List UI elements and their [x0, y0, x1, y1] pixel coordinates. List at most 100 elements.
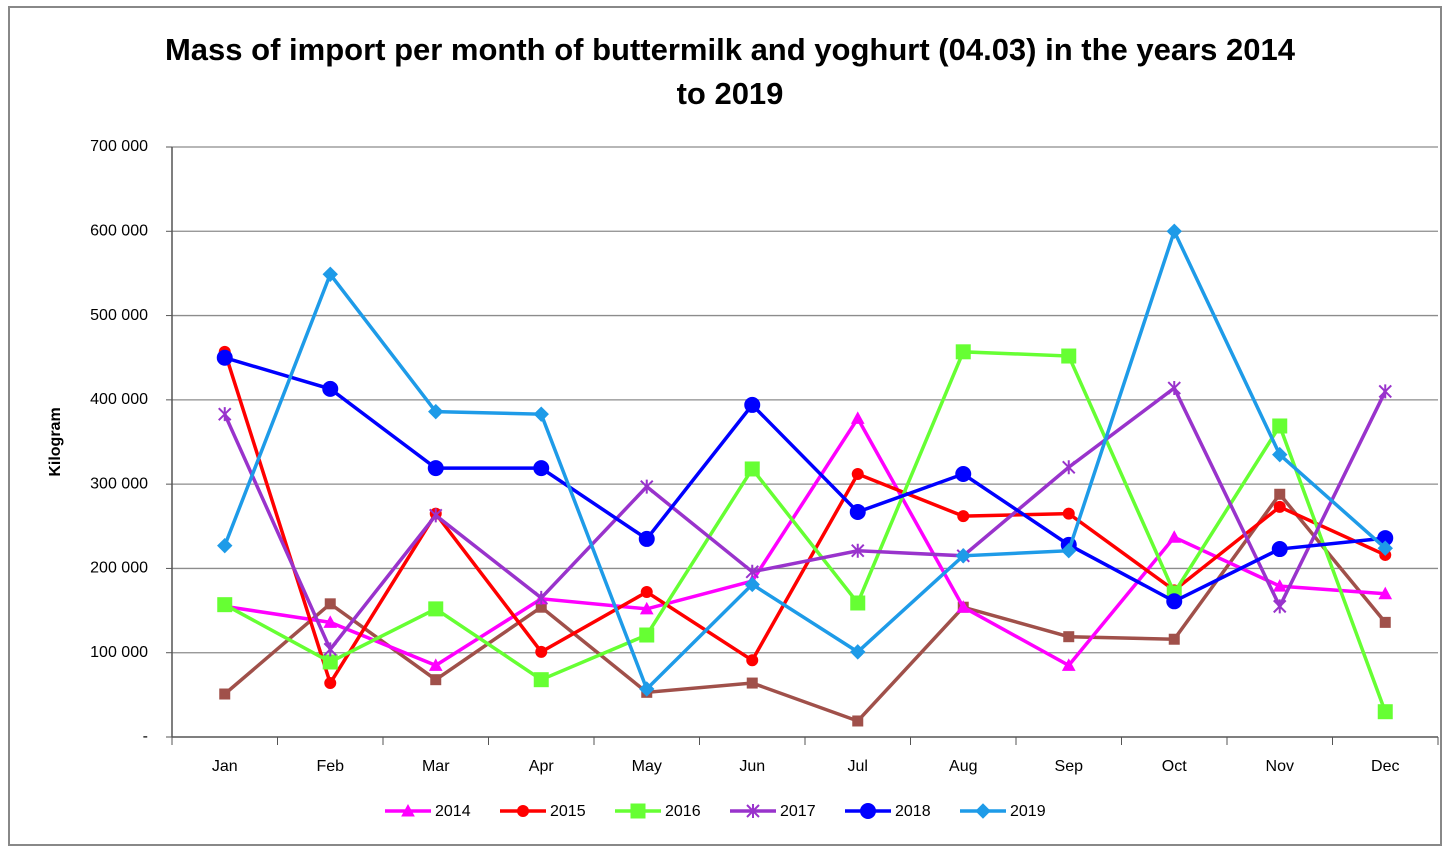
point	[428, 403, 444, 420]
point	[850, 595, 866, 611]
legend-label: 2018	[895, 803, 931, 820]
x-tick-label: May	[632, 758, 662, 775]
point	[1168, 633, 1180, 645]
legend-marker	[860, 803, 876, 819]
series-line	[224, 415, 1386, 668]
y-tick-label: 100 000	[90, 644, 148, 661]
point	[322, 654, 338, 670]
series-line	[224, 356, 1386, 604]
point	[323, 615, 338, 628]
legend-marker	[401, 803, 415, 817]
point	[322, 266, 338, 282]
point	[218, 407, 232, 422]
point	[1378, 586, 1393, 600]
point	[638, 530, 655, 547]
series-line	[223, 385, 1387, 653]
point	[1272, 418, 1288, 434]
point	[1377, 704, 1393, 720]
point	[955, 344, 971, 360]
series-line	[223, 351, 1386, 688]
point	[955, 466, 972, 483]
point	[744, 576, 760, 593]
point	[1272, 446, 1288, 463]
point	[744, 396, 761, 413]
x-tick-label: Dec	[1371, 758, 1399, 775]
point	[849, 503, 866, 520]
point	[746, 654, 759, 667]
x-tick-label: Mar	[422, 758, 450, 775]
point	[534, 590, 548, 605]
legend-label: 2015	[550, 803, 586, 820]
legend-marker	[975, 803, 991, 819]
y-tick-label: 700 000	[90, 138, 148, 155]
legend-marker	[630, 803, 646, 819]
y-axis-label: Kilogram	[47, 407, 64, 476]
point	[1271, 541, 1288, 558]
legend-label: 2014	[435, 803, 471, 820]
point	[640, 586, 653, 599]
point	[639, 681, 655, 697]
point	[219, 688, 231, 700]
point	[427, 460, 444, 477]
point	[533, 672, 549, 688]
point	[1061, 658, 1076, 671]
point	[216, 349, 233, 366]
x-tick-label: Apr	[529, 758, 555, 775]
chart-title: Mass of import per month of buttermilk a…	[164, 32, 1295, 111]
x-tick-label: Sep	[1055, 758, 1084, 775]
y-tick-label: 600 000	[90, 223, 148, 240]
point	[535, 645, 548, 658]
series-line	[223, 491, 1387, 724]
point	[852, 715, 864, 727]
point	[745, 564, 759, 579]
point	[956, 600, 971, 613]
legend-label: 2017	[780, 803, 816, 820]
point	[429, 508, 443, 523]
y-tick-label: 500 000	[90, 307, 148, 324]
point	[1167, 530, 1182, 543]
x-tick-label: Jul	[848, 758, 868, 775]
point	[1167, 381, 1181, 396]
point	[1378, 384, 1392, 399]
series-line	[223, 350, 1387, 713]
point	[851, 543, 865, 558]
x-tick-label: Jan	[212, 758, 238, 775]
point	[428, 601, 444, 617]
x-tick-label: Feb	[316, 758, 344, 775]
legend-marker	[746, 804, 760, 818]
point	[639, 601, 654, 615]
point	[746, 677, 758, 689]
point	[1062, 507, 1075, 520]
y-tick-label: 200 000	[90, 560, 148, 577]
point	[957, 510, 970, 523]
point	[217, 537, 233, 554]
point	[324, 598, 336, 610]
point	[744, 461, 760, 477]
point	[324, 677, 337, 690]
y-tick-label: 300 000	[90, 475, 148, 492]
x-tick-label: Aug	[949, 758, 977, 775]
legend-label: 2019	[1010, 803, 1046, 820]
point	[1273, 500, 1286, 513]
point	[955, 548, 971, 564]
point	[1272, 579, 1287, 592]
point	[639, 627, 655, 643]
y-tick-label: -	[143, 728, 148, 745]
point	[1063, 631, 1075, 643]
point	[1061, 543, 1077, 559]
point	[1377, 540, 1393, 556]
x-tick-label: Jun	[739, 758, 765, 775]
point	[640, 479, 654, 494]
legend-marker	[517, 805, 529, 817]
series-line	[223, 226, 1387, 693]
point	[1274, 488, 1286, 500]
point	[323, 642, 337, 657]
point	[850, 411, 865, 424]
point	[217, 597, 233, 613]
point	[1166, 223, 1182, 239]
point	[533, 460, 550, 477]
point	[1379, 616, 1391, 628]
legend-label: 2016	[665, 803, 701, 820]
point	[533, 406, 549, 422]
